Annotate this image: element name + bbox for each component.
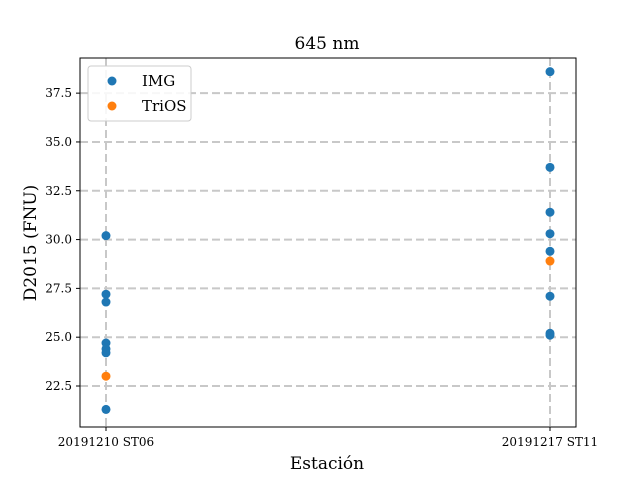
data-point-img xyxy=(545,162,555,172)
legend-marker-img xyxy=(107,76,117,86)
data-point-img xyxy=(545,207,555,217)
y-tick-label: 30.0 xyxy=(45,233,72,247)
data-point-img xyxy=(101,348,111,358)
y-axis-label: D2015 (FNU) xyxy=(21,185,41,302)
chart-title: 645 nm xyxy=(295,34,360,54)
y-tick-label: 35.0 xyxy=(45,135,72,149)
y-tick-label: 32.5 xyxy=(45,184,72,198)
data-point-img xyxy=(101,404,111,414)
data-point-img xyxy=(545,246,555,256)
data-point-img xyxy=(545,229,555,239)
data-points xyxy=(101,67,555,414)
data-point-img xyxy=(545,330,555,340)
x-tick-label: 20191210 ST06 xyxy=(58,435,154,449)
legend: IMG TriOS xyxy=(87,65,192,122)
data-point-img xyxy=(545,291,555,301)
plot-area-frame xyxy=(79,57,577,428)
data-point-trios xyxy=(545,256,555,266)
legend-label-trios: TriOS xyxy=(142,97,187,115)
y-axis: 22.5 25.0 27.5 30.0 32.5 35.0 37.5 xyxy=(45,86,80,393)
y-tick-label: 22.5 xyxy=(45,379,72,393)
x-tick-label: 20191217 ST11 xyxy=(502,435,598,449)
data-point-trios xyxy=(101,371,111,381)
y-tick-label: 25.0 xyxy=(45,330,72,344)
legend-label-img: IMG xyxy=(142,72,175,90)
x-axis: 20191210 ST06 20191217 ST11 xyxy=(58,427,598,449)
legend-marker-trios xyxy=(107,101,117,111)
data-point-img xyxy=(545,67,555,77)
y-tick-label: 27.5 xyxy=(45,281,72,295)
data-point-img xyxy=(101,297,111,307)
data-point-img xyxy=(101,289,111,299)
grid-lines xyxy=(80,58,576,427)
data-point-img xyxy=(101,231,111,241)
x-axis-label: Estación xyxy=(290,454,364,474)
y-tick-label: 37.5 xyxy=(45,86,72,100)
